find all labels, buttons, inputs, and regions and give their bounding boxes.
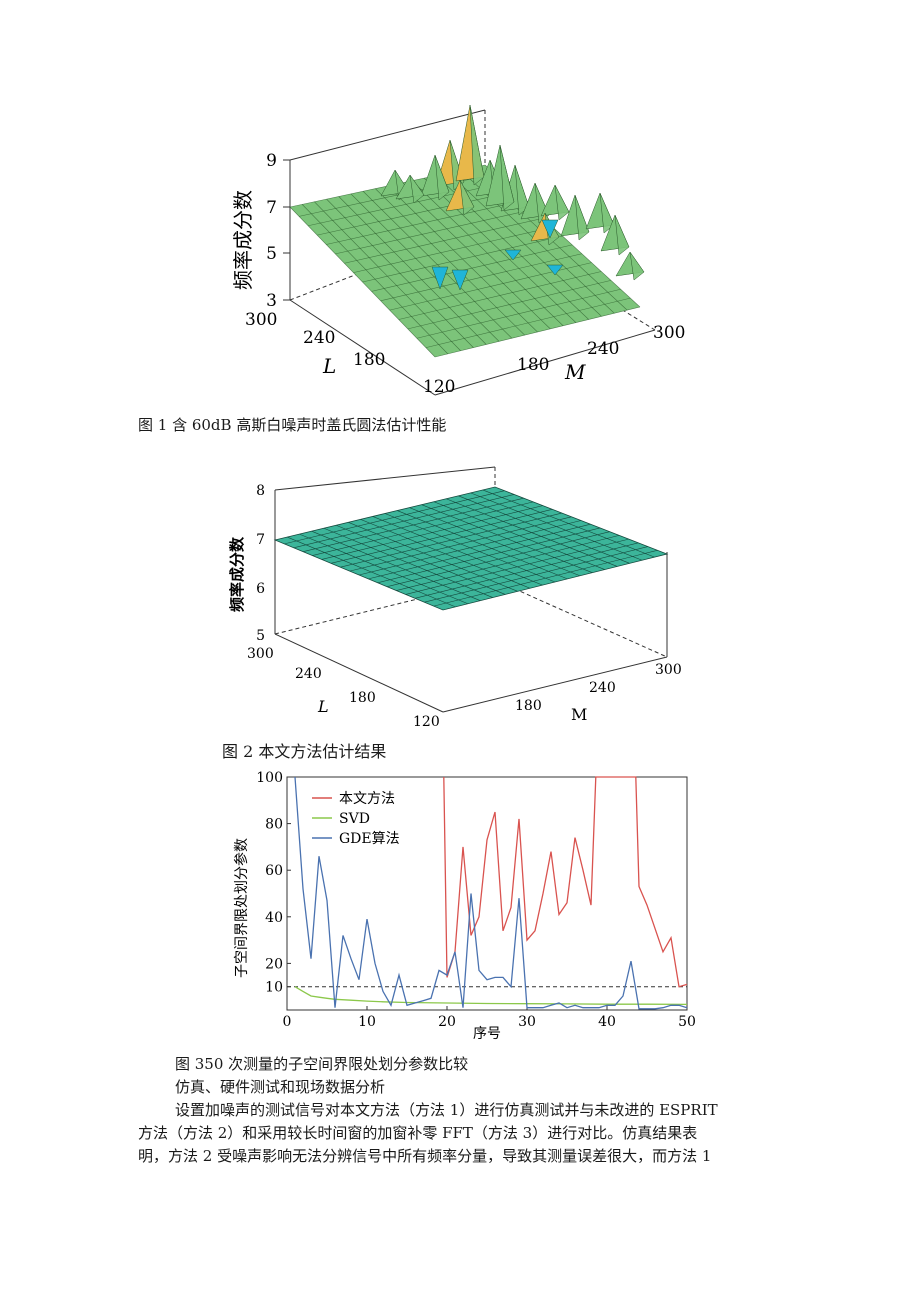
figure1-gridline (416, 288, 621, 339)
figure3-xlabel: 序号 (473, 1026, 501, 1042)
figure2-zlabel: 频率成分数 (228, 536, 246, 612)
figure1-ztick-3: 3 (266, 291, 277, 311)
paragraph-line-2: 方法（方法 2）和采用较长时间窗的加窗补零 FFT（方法 3）进行对比。仿真结果… (138, 1124, 698, 1142)
figure1-gridline (371, 244, 573, 292)
figure1-caption: 图 1 含 60dB 高斯白噪声时盖氏圆法估计性能 (138, 416, 447, 434)
figure2-gridline (414, 542, 639, 599)
figure1-peaks (380, 104, 645, 291)
figure2-axes-box (274, 466, 668, 713)
figure2-l-label: L (317, 697, 329, 716)
figure1-dip (546, 264, 564, 276)
figure3-ytick-label: 40 (265, 910, 283, 926)
figure3-xtick-label: 50 (678, 1014, 696, 1030)
figure1-l-tick-240: 240 (303, 328, 335, 348)
figure3-line-chart: 0 10 20 30 40 50 10 20 40 60 80 100 本文方法 SVD GDE算法 子空… (233, 770, 696, 1042)
figure2-gridline (433, 549, 658, 607)
figure1-3d-surface: 9 7 5 3 频率成分数 300 240 180 120 L 180 240 … (231, 104, 685, 397)
figure3-xtick-label: 10 (358, 1014, 376, 1030)
figure1-dip (451, 269, 469, 291)
figure2-l-tick-120: 120 (413, 714, 440, 730)
figure3-ytick-label: 80 (265, 817, 283, 833)
figure2-ztick-6: 6 (256, 581, 265, 597)
figure1-zlabel: 频率成分数 (231, 190, 255, 290)
figure1-m-label: M (564, 360, 586, 384)
figure3-ytick-label: 100 (256, 770, 283, 786)
figure1-dip (431, 266, 449, 290)
figure1-peak-side (599, 192, 615, 234)
paragraph-line-3: 明，方法 2 受噪声影响无法分辨信号中所有频率分量，导致其测量误差很大，而方法 … (138, 1147, 712, 1165)
figure1-ztick-5: 5 (266, 244, 277, 264)
figure1-peak-side (499, 144, 515, 211)
figure1-l-label: L (322, 354, 336, 378)
figure2-gridline (482, 489, 655, 558)
figure3-ytick-label: 20 (265, 956, 283, 972)
figure1-m-tick-240: 240 (587, 339, 619, 359)
figure2-m-tick-180: 180 (515, 698, 542, 714)
figure3-series-line (443, 776, 688, 988)
figure1-l-tick-180: 180 (353, 350, 385, 370)
figure2-l-tick-300: 300 (247, 646, 274, 662)
figure3-legend: 本文方法 SVD GDE算法 (312, 791, 400, 847)
figure3-ticks: 0 10 20 30 40 50 10 20 40 60 80 100 (256, 770, 696, 1030)
figure2-plane (273, 486, 669, 611)
figure1-gridline (362, 235, 563, 283)
figure2-ztick-5: 5 (256, 628, 265, 644)
figure1-gridline (407, 280, 612, 330)
figure1-gridline (434, 306, 641, 358)
figure2-l-tick-240: 240 (295, 666, 322, 682)
figure1-peak-side (469, 104, 485, 186)
figure3-caption: 图 350 次测量的子空间界限处划分参数比较 (175, 1055, 469, 1073)
figure3-series-line (294, 776, 688, 1010)
figure1-dip (541, 219, 559, 239)
figure3-ylabel: 子空间界限处划分参数 (233, 838, 250, 978)
figure1-peak-side (614, 214, 630, 256)
figure2-3d-surface: 8 7 6 5 频率成分数 300 240 180 120 L 180 240 … (228, 466, 682, 730)
figure2-ztick-8: 8 (256, 483, 265, 499)
figure3-legend-label: SVD (339, 811, 370, 827)
figure1-peak-side (434, 154, 450, 201)
figure1-l-tick-300: 300 (245, 310, 277, 330)
figure3-legend-label: GDE算法 (339, 831, 400, 847)
figure1-gridline (425, 297, 631, 348)
section-heading: 仿真、硬件测试和现场数据分析 (175, 1078, 386, 1096)
figure3-xtick-label: 0 (283, 1014, 292, 1030)
figure3-reference-lines (287, 776, 687, 988)
figure1-gridline (380, 253, 582, 302)
figure2-m-tick-300: 300 (655, 662, 682, 678)
figure1-ztick-7: 7 (266, 198, 277, 218)
figure1-gridline (411, 180, 564, 326)
figure3-series-line (294, 986, 688, 1006)
figure2-m-label: M (571, 705, 587, 724)
figure1-l-tick-120: 120 (423, 377, 455, 397)
figure1-m-tick-180: 180 (517, 355, 549, 375)
figure3-ytick-label: 60 (265, 863, 283, 879)
figure2-gridline (424, 546, 648, 603)
figure1-gridline (448, 172, 602, 317)
figure1-dip (504, 249, 522, 261)
figure1-peak-side (574, 194, 590, 241)
figure1-ztick-9: 9 (266, 151, 277, 171)
figure2-mesh (273, 486, 669, 611)
figure2-caption: 图 2 本文方法估计结果 (222, 742, 387, 761)
figure1-gridline (399, 183, 551, 330)
figure1-peak-side (459, 179, 475, 216)
figure3-series (294, 776, 688, 1010)
figure1-gridline (398, 271, 602, 320)
figure1-peak-side (554, 184, 570, 221)
figure3-xtick-label: 20 (438, 1014, 456, 1030)
figure1-peak-side (409, 174, 425, 204)
paragraph-line-1: 设置加噪声的测试信号对本文方法（方法 1）进行仿真测试并与未改进的 ESPRIT (175, 1101, 718, 1119)
figure1-peak-side (629, 251, 645, 281)
figure3-xtick-label: 40 (598, 1014, 616, 1030)
figure2-m-tick-240: 240 (589, 680, 616, 696)
figure3-ytick-label: 10 (265, 980, 283, 996)
figure2-ztick-7: 7 (256, 532, 265, 548)
figure1-m-tick-300: 300 (653, 323, 685, 343)
figure3-legend-label: 本文方法 (339, 791, 395, 807)
figure1-gridline (423, 177, 577, 323)
figure3-xtick-label: 30 (518, 1014, 536, 1030)
figure2-gridline (470, 492, 643, 561)
figure2-l-tick-180: 180 (349, 690, 376, 706)
figure1-plane (290, 165, 640, 357)
